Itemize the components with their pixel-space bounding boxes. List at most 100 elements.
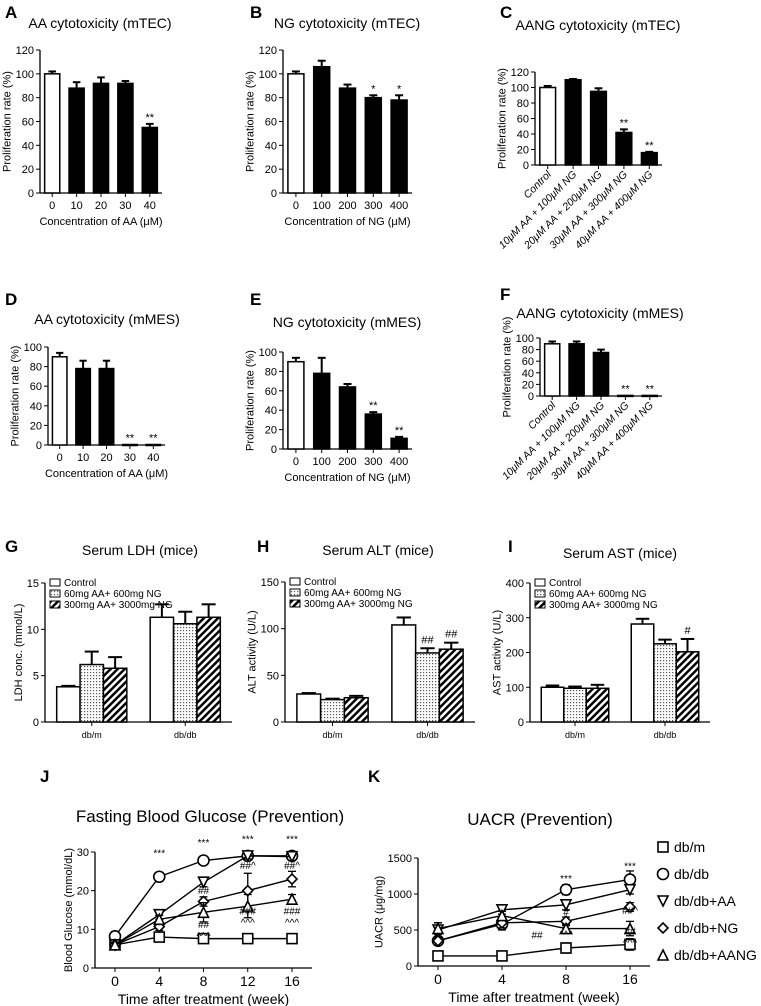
bar [92,82,110,194]
square-marker [657,841,669,853]
y-tick-label: 5 [33,671,39,683]
panel-label: D [5,290,17,309]
triangle-down-marker [197,876,210,889]
bar [364,96,383,194]
bar [312,65,331,194]
significance-label: ##^ [284,861,300,872]
bar [172,623,198,723]
significance-label: ##^ [622,906,638,917]
x-tick-label: db/m [82,730,102,740]
square-marker [560,942,572,954]
triangle-up-marker [559,921,573,935]
y-tick-label: 20 [517,145,529,157]
bar [149,616,175,723]
y-tick-label: 20 [30,420,42,432]
triangle-up-marker [623,921,637,935]
y-tick-label: 80 [265,366,277,378]
x-tick-label: db/m [565,730,585,740]
significance-label: ** [621,383,630,395]
x-tick-label: 100 [313,456,331,468]
y-axis-label: Proliferation rate (%) [245,350,257,451]
y-tick-label: 20 [77,886,89,898]
y-tick-label: 100 [511,83,529,95]
x-tick-label: 16 [622,971,638,987]
significance-label: ## [198,920,210,931]
y-tick-label: 0 [271,444,277,456]
x-tick-label: 20 [95,200,107,212]
panel-label: I [508,537,513,556]
circle-marker [197,854,210,867]
y-tick-label: 40 [265,405,277,417]
x-tick-label: 40 [144,200,156,212]
panel-label: G [5,537,18,556]
x-tick-label: 4 [155,973,163,989]
y-axis-label: LDH conc. (mmol/L) [13,604,25,702]
significance-label: ** [146,112,155,124]
x-tick-label: 30 [124,452,136,464]
legend-label: Control [64,578,96,589]
legend-label: db/db+AANG [674,947,757,963]
y-tick-label: 1000 [388,889,412,901]
bar [102,667,128,723]
significance-label: ** [646,383,655,395]
y-tick-label: 0 [33,717,39,729]
bar [79,663,105,723]
x-axis-label: Time after treatment (week) [118,991,289,1006]
y-tick-label: 10 [27,624,39,636]
x-axis-label: Concentration of NG (μM) [284,472,410,484]
y-tick-label: 0 [518,717,524,729]
y-tick-label: 200 [506,648,524,660]
y-tick-label: 40 [517,129,529,141]
x-tick-label: 0 [111,973,119,989]
y-tick-label: 60 [522,356,534,368]
legend-swatch [49,578,61,587]
x-axis-label: Time after treatment (week) [448,989,619,1005]
y-tick-label: 100 [24,342,42,354]
legend-label: 300mg AA+ 3000mg NG [304,599,413,610]
significance-label: ## [198,886,210,897]
legend-label: 60mg AA+ 600mg NG [64,589,162,600]
significance-label: ^^^ [559,930,573,941]
chart-title: AA cytotoxicity (mMES) [34,311,179,327]
y-tick-label: 60 [22,117,34,129]
bar [438,648,464,723]
significance-label: ** [369,400,378,412]
y-tick-label: 120 [259,45,277,57]
y-tick-label: 80 [517,98,529,110]
y-tick-label: 10 [77,924,89,936]
significance-label: ** [149,433,158,445]
square-marker [432,950,444,962]
significance-label: *** [624,862,636,873]
y-tick-label: 60 [517,114,529,126]
diamond-marker [656,921,670,935]
y-axis-label: Proliferation rate (%) [2,71,14,172]
y-tick-label: 80 [22,93,34,105]
significance-label: *** [242,835,254,846]
significance-label: *** [560,874,572,885]
y-tick-label: 150 [261,577,279,589]
bar [364,413,383,450]
panel-label: F [500,285,510,304]
circle-marker [152,870,166,884]
bar [319,698,346,723]
significance-label: ** [395,425,404,437]
legend-swatch [534,589,546,598]
panel-I: 0 100 200 300 400 AST activity (U/L) I Serum AS… [492,537,710,740]
y-tick-label: 15 [27,578,39,590]
y-tick-label: 500 [394,925,412,937]
bar [589,90,608,166]
bar [653,643,677,723]
y-axis-label: Proliferation rate (%) [245,71,257,172]
x-tick-label: 300 [364,456,382,468]
x-tick-label: 16 [284,973,300,989]
x-tick-label: 30 [119,200,131,212]
triangle-up-marker [197,905,210,919]
x-tick-label: 100 [313,200,331,212]
y-tick-label: 20 [522,379,534,391]
triangle-down-marker [559,898,573,912]
y-tick-label: 0 [523,160,529,172]
y-tick-label: 100 [506,682,524,694]
